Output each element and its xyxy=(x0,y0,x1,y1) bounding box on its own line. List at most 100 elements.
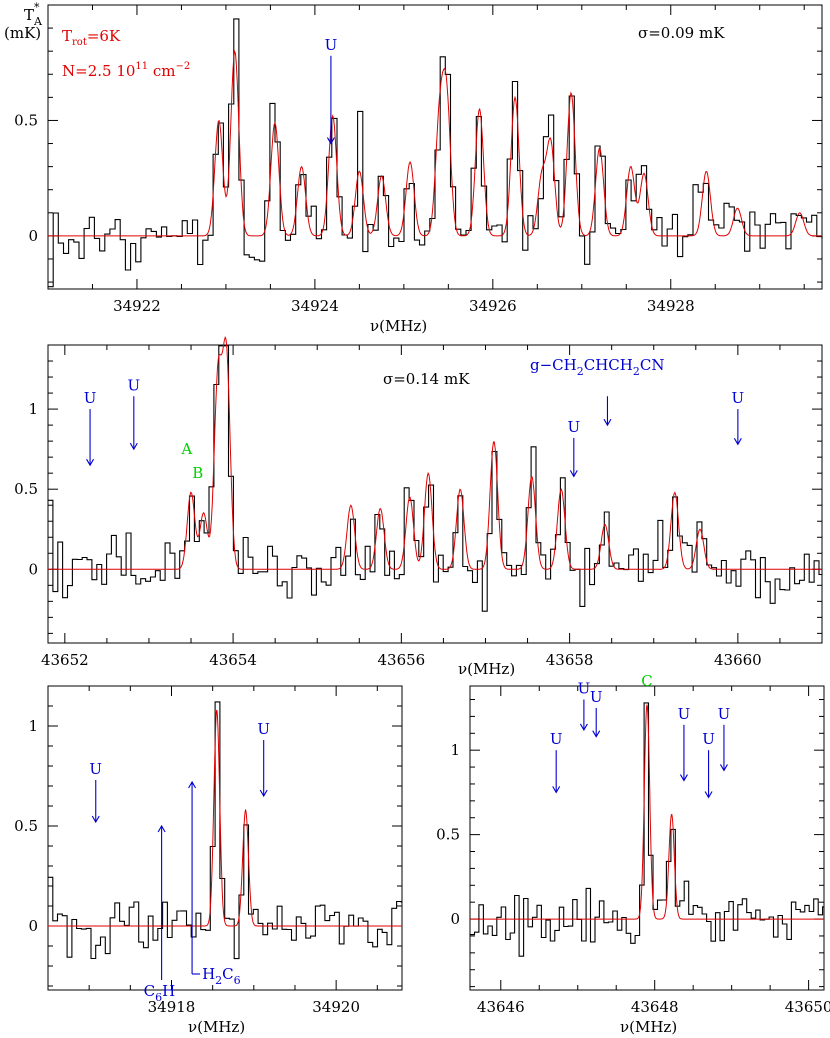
y-axis-unit: (mK) xyxy=(4,24,41,42)
u-line-label: U xyxy=(84,389,97,407)
panel-bottom-left-curves xyxy=(48,701,402,960)
u-line-label: U xyxy=(678,705,691,723)
u-line-label: U xyxy=(702,730,715,748)
panel-top-xlabel: ν(MHz) xyxy=(370,317,427,335)
molecule-label-butenenitrile: g−CH2CHCH2CN xyxy=(530,356,664,378)
arrow-head xyxy=(719,764,728,772)
h2c6-base: H xyxy=(202,965,215,983)
u-line-label: U xyxy=(550,730,563,748)
y-tick-label: 0 xyxy=(28,560,38,578)
x-tick-label: 43658 xyxy=(546,651,594,669)
u-line-label: U xyxy=(567,418,580,436)
y-tick-label: 1 xyxy=(28,400,38,418)
panel-middle: 43652 43654 43656 43658 43660 0 0.5 1 U U U U AB σ=… xyxy=(14,335,823,678)
c6h-base: C xyxy=(144,982,155,1000)
h2c6-mid: C xyxy=(222,965,233,983)
x-tick-label: 34928 xyxy=(647,297,695,315)
arrow-head xyxy=(569,470,578,478)
arrow-head xyxy=(86,458,95,467)
u-line-label: U xyxy=(257,720,270,738)
arrow-head xyxy=(259,789,268,798)
u-line-label: U xyxy=(127,376,140,394)
panel-bottom-right-frame xyxy=(469,685,825,991)
model-trot-sub: rot xyxy=(72,37,87,48)
panel-middle-labels: U U U U AB xyxy=(84,376,744,482)
y-tick-label: 0.5 xyxy=(14,817,38,835)
c6h-tail: H xyxy=(162,982,175,1000)
panel-middle-ticks: 43652 43654 43656 43658 43660 0 0.5 1 xyxy=(14,345,823,669)
x-tick-label: 43648 xyxy=(631,998,679,1016)
transition-label: C xyxy=(641,672,652,690)
arrow-head xyxy=(579,723,588,732)
arrow-head xyxy=(704,791,713,799)
panel-bottom-right-ticks: 43646 43648 43650 0 0.5 1 xyxy=(436,686,830,1016)
model-n-label: N=2.5 10 xyxy=(62,62,135,80)
panel-middle-curves xyxy=(48,335,822,612)
y-tick-label: 0.5 xyxy=(14,480,38,498)
u-line-label: U xyxy=(325,36,338,54)
x-tick-label: 34920 xyxy=(312,998,360,1016)
mol-s1: 2 xyxy=(577,365,584,378)
y-axis-label: TA* xyxy=(24,1,43,28)
c6h-label: C6H xyxy=(144,982,176,1004)
panel-top-frame xyxy=(47,4,823,290)
y-tick-label: 0.5 xyxy=(14,111,38,129)
panel-top-labels: U xyxy=(325,36,338,145)
panel-bottom-left-ticks: 34918 34920 0 0.5 1 xyxy=(14,685,402,1016)
y-tick-label: 0 xyxy=(450,910,460,928)
y-tick-label: 0.5 xyxy=(436,826,460,844)
x-tick-label: 43656 xyxy=(377,651,425,669)
arrow-head xyxy=(679,774,688,782)
mol-suffix: CN xyxy=(640,356,665,374)
model-spectrum xyxy=(48,709,402,927)
arrow-head xyxy=(552,786,561,794)
panel-top-curves xyxy=(48,18,823,288)
panel-top: 34922 34924 34926 34928 0 0.5 U σ=0.09 mK ν(M… xyxy=(14,4,823,335)
c6h-sub: 6 xyxy=(155,991,162,1004)
x-tick-label: 43654 xyxy=(209,651,257,669)
y-axis-subscript: A xyxy=(33,15,43,28)
mol-prefix: g−CH xyxy=(530,356,577,374)
mol-mid: CHCH xyxy=(584,356,633,374)
panel-top-ticks: 34922 34924 34926 34928 0 0.5 xyxy=(14,4,822,315)
model-spectrum xyxy=(48,335,822,570)
x-tick-label: 43660 xyxy=(714,651,762,669)
transition-label: B xyxy=(192,464,203,482)
transition-label: A xyxy=(180,440,192,458)
panel-bottom-left-xlabel: ν(MHz) xyxy=(188,1018,245,1036)
panel-middle-xlabel: ν(MHz) xyxy=(458,660,515,678)
h2c6-label: H2C6 xyxy=(202,965,241,987)
observed-spectrum xyxy=(470,702,824,957)
y-axis-superscript: * xyxy=(34,1,40,14)
x-tick-label: 34922 xyxy=(113,297,161,315)
panel-middle-sigma: σ=0.14 mK xyxy=(383,370,470,388)
mol-s2: 2 xyxy=(633,365,640,378)
observed-spectrum xyxy=(48,345,822,612)
arrow-head xyxy=(733,438,742,446)
u-line-label: U xyxy=(578,680,591,698)
model-spectrum xyxy=(48,49,822,237)
model-trot-symbol: T xyxy=(62,27,72,45)
arrow-head xyxy=(188,780,197,789)
y-tick-label: 1 xyxy=(28,717,38,735)
arrow-head xyxy=(129,442,138,451)
panel-bottom-right-curves xyxy=(470,702,824,957)
model-spectrum xyxy=(470,704,824,920)
x-tick-label: 43646 xyxy=(477,998,525,1016)
model-n-unit: cm xyxy=(148,62,175,80)
arrow-head xyxy=(603,418,612,427)
x-tick-label: 34926 xyxy=(469,297,517,315)
u-line-label: U xyxy=(718,705,731,723)
arrow-head xyxy=(592,730,601,738)
panel-bottom-right-xlabel: ν(MHz) xyxy=(620,1018,677,1036)
arrow-head xyxy=(157,824,166,833)
model-trot-value: =6K xyxy=(87,27,121,45)
x-tick-label: 34924 xyxy=(291,297,339,315)
u-line-label: U xyxy=(732,389,745,407)
y-tick-label: 0 xyxy=(28,227,38,245)
model-n-unit-exp: −2 xyxy=(176,61,191,72)
